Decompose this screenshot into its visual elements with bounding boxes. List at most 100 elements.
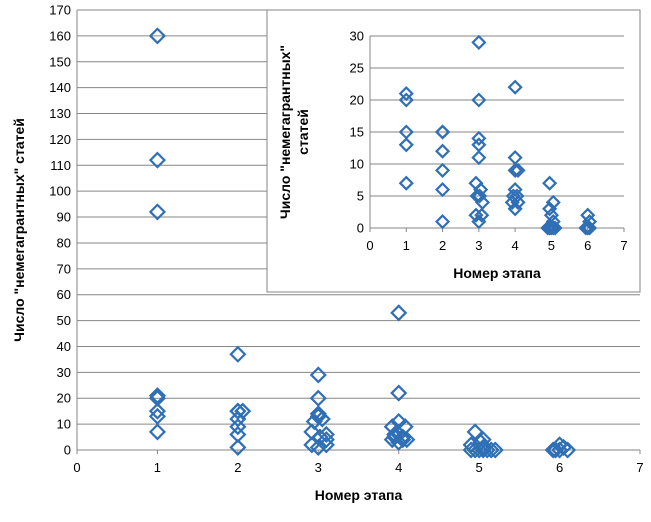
y-tick-label: 130: [49, 106, 71, 121]
data-point-diamond: [390, 304, 408, 322]
y-tick-label: 50: [57, 313, 71, 328]
data-point-diamond: [148, 151, 166, 169]
inset-chart: 0 5 10 15 20 25 30 0 1 2 3 4 5 6 7 Номер этапа Число "не…: [266, 9, 641, 293]
data-point-diamond: [544, 441, 562, 459]
data-point-diamond: [507, 162, 523, 178]
y-tick-label: 170: [49, 3, 71, 18]
y-tick-label: 5: [357, 189, 364, 204]
data-point-diamond: [386, 428, 404, 446]
x-tick-label: 3: [475, 238, 482, 253]
x-tick-label: 0: [366, 238, 373, 253]
data-point-diamond: [507, 79, 523, 95]
data-point-diamond: [473, 182, 489, 198]
x-tick-label: 7: [636, 460, 643, 475]
data-point-diamond: [229, 345, 247, 363]
x-tick-label: 2: [439, 238, 446, 253]
y-tick-label: 80: [57, 235, 71, 250]
data-point-diamond: [398, 92, 414, 108]
y-tick-label: 100: [49, 184, 71, 199]
data-point-diamond: [542, 220, 558, 236]
data-point-diamond: [482, 441, 500, 459]
y-tick-label: 150: [49, 54, 71, 69]
data-point-diamond: [435, 143, 451, 159]
x-tick-label: 2: [234, 460, 241, 475]
data-point-diamond: [547, 220, 563, 236]
y-tick-label: 90: [57, 210, 71, 225]
data-point-diamond: [474, 207, 490, 223]
data-point-diamond: [468, 207, 484, 223]
y-tick-label: 160: [49, 28, 71, 43]
y-tick-label: 20: [350, 93, 364, 108]
x-tick-label: 6: [556, 460, 563, 475]
data-point-diamond: [510, 194, 526, 210]
y-tick-label: 25: [350, 61, 364, 76]
data-point-diamond: [507, 182, 523, 198]
data-point-diamond: [545, 194, 561, 210]
y-tick-label: 0: [64, 443, 71, 458]
data-point-diamond: [148, 407, 166, 425]
data-point-diamond: [435, 162, 451, 178]
x-tick-label: 4: [395, 460, 402, 475]
data-point-diamond: [148, 423, 166, 441]
data-point-diamond: [313, 410, 331, 428]
y-tick-label: 140: [49, 80, 71, 95]
data-point-diamond: [390, 433, 408, 451]
data-point-diamond: [546, 441, 565, 459]
x-tick-label: 1: [154, 460, 161, 475]
y-tick-label: 110: [50, 158, 71, 173]
y-tick-label: 30: [350, 29, 364, 44]
y-tick-label: 120: [49, 132, 71, 147]
data-point-diamond: [229, 418, 247, 436]
x-axis-title: Номер этапа: [453, 265, 541, 281]
x-tick-label: 7: [620, 238, 627, 253]
data-point-diamond: [148, 203, 166, 221]
x-tick-label: 0: [73, 460, 80, 475]
data-point-diamond: [559, 441, 577, 459]
data-point-diamond: [398, 137, 414, 153]
y-axis-title-line-2: статей: [295, 109, 311, 155]
data-point-diamond: [580, 220, 596, 236]
main-chart: 0102030405060708090100110120130140150160…: [11, 3, 644, 504]
y-tick-label: 15: [350, 125, 364, 140]
y-axis-title-line-1: Число "немегагрантных": [277, 45, 293, 219]
data-point-diamond: [471, 214, 487, 230]
y-tick-label: 70: [57, 261, 71, 276]
data-point-diamond: [545, 220, 561, 236]
data-point-diamond: [398, 175, 414, 191]
data-point-diamond: [471, 150, 487, 166]
data-point-diamond: [581, 214, 598, 230]
data-point-diamond: [578, 220, 594, 236]
x-tick-label: 5: [476, 460, 483, 475]
data-point-diamond: [435, 182, 451, 198]
x-axis-title: Номер этапа: [315, 487, 403, 503]
data-point-diamond: [309, 366, 327, 384]
data-point-diamond: [148, 402, 166, 420]
data-point-diamond: [394, 431, 412, 449]
data-point-diamond: [148, 27, 166, 45]
data-point-diamond: [542, 201, 558, 217]
data-point-diamond: [581, 220, 598, 236]
x-tick-label: 4: [512, 238, 519, 253]
data-point-diamond: [471, 130, 487, 146]
data-point-diamond: [309, 438, 327, 456]
x-tick-label: 3: [315, 460, 322, 475]
y-tick-label: 0: [357, 221, 364, 236]
data-point-diamond: [471, 34, 487, 50]
data-point-diamond: [435, 214, 451, 230]
data-point-diamond: [504, 194, 520, 210]
y-tick-label: 30: [57, 365, 71, 380]
data-point-diamond: [229, 438, 247, 456]
y-axis-title: Число "немегагрантных" статей: [11, 118, 27, 342]
y-tick-label: 10: [57, 417, 71, 432]
data-point-diamond: [435, 124, 451, 140]
data-point-diamond: [543, 220, 559, 236]
inset-frame: [266, 9, 641, 293]
y-axis-title: Число "немегагрантных" статей: [277, 45, 311, 219]
data-point-diamond: [471, 92, 487, 108]
x-tick-label: 5: [548, 238, 555, 253]
data-point-diamond: [390, 384, 408, 402]
y-tick-label: 10: [350, 157, 364, 172]
y-tick-label: 60: [57, 287, 71, 302]
